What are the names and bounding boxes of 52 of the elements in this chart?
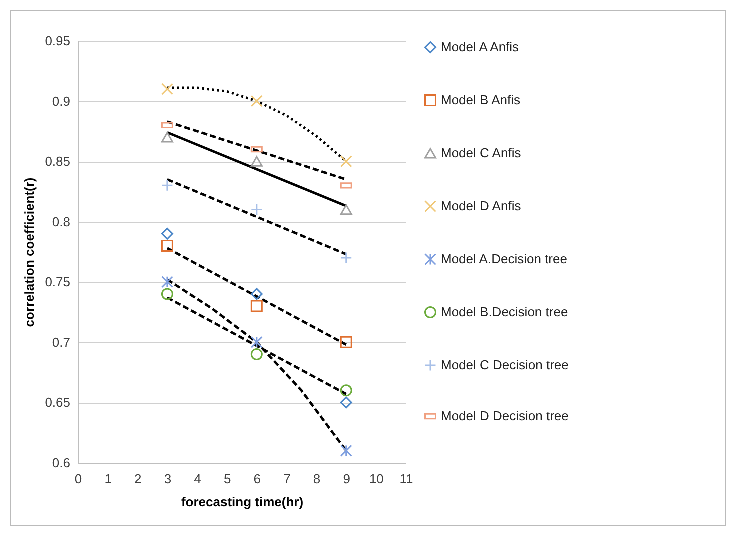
- point: [250, 348, 263, 360]
- point: [161, 132, 174, 143]
- point: [340, 396, 352, 409]
- legend-label: Model B Anfis: [441, 92, 521, 108]
- point: [250, 336, 263, 348]
- x-tick-label: 5: [224, 472, 232, 486]
- point: [161, 240, 174, 252]
- point: [161, 180, 174, 192]
- legend-label: Model B.Decision tree: [441, 304, 568, 320]
- y-axis-title: correlation coefficient(r): [22, 178, 38, 328]
- point: [340, 156, 352, 168]
- point: [340, 444, 352, 457]
- y-tick-label: 0.85: [45, 154, 70, 170]
- point: [161, 83, 174, 96]
- point: [340, 204, 352, 216]
- point: [161, 228, 174, 240]
- y-tick-label: 0.9: [52, 94, 70, 109]
- legend-label: Model D Decision tree: [441, 408, 569, 424]
- point: [161, 288, 174, 300]
- legend-label: Model A.Decision tree: [441, 252, 568, 266]
- y-tick-label: 0.65: [45, 395, 70, 410]
- point: [250, 300, 263, 312]
- x-tick-label: 6: [254, 472, 262, 486]
- point: [250, 204, 263, 216]
- point: [250, 156, 263, 167]
- line-series: [166, 86, 348, 163]
- x-tick-label: 4: [194, 472, 202, 486]
- x-tick-label: 1: [104, 472, 112, 486]
- point: [340, 336, 352, 348]
- x-tick-label: 2: [134, 472, 142, 486]
- x-tick-label: 0: [74, 472, 82, 486]
- point: [340, 384, 352, 397]
- point: [161, 276, 174, 288]
- x-tick-label: 9: [343, 472, 350, 486]
- y-tick-label: 0.6: [52, 456, 70, 470]
- x-tick-label: 10: [369, 472, 384, 486]
- point: [250, 95, 263, 108]
- y-tick-label: 0.95: [45, 34, 70, 48]
- y-tick-label: 0.75: [45, 274, 70, 290]
- legend-label: Model C Decision tree: [441, 358, 569, 372]
- y-tick-label: 0.7: [52, 334, 70, 350]
- x-axis-title: forecasting time(hr): [181, 494, 304, 510]
- point: [340, 252, 352, 264]
- legend-label: Model D Anfis: [441, 198, 522, 214]
- x-tick-label: 8: [313, 472, 321, 486]
- legend-label: Model C Anfis: [441, 146, 522, 160]
- x-tick-label: 11: [400, 472, 414, 486]
- x-tick-label: 7: [284, 472, 291, 486]
- x-tick-label: 3: [164, 472, 172, 486]
- legend-label: Model A Anfis: [441, 40, 520, 54]
- y-tick-label: 0.8: [52, 214, 70, 230]
- point: [250, 288, 263, 300]
